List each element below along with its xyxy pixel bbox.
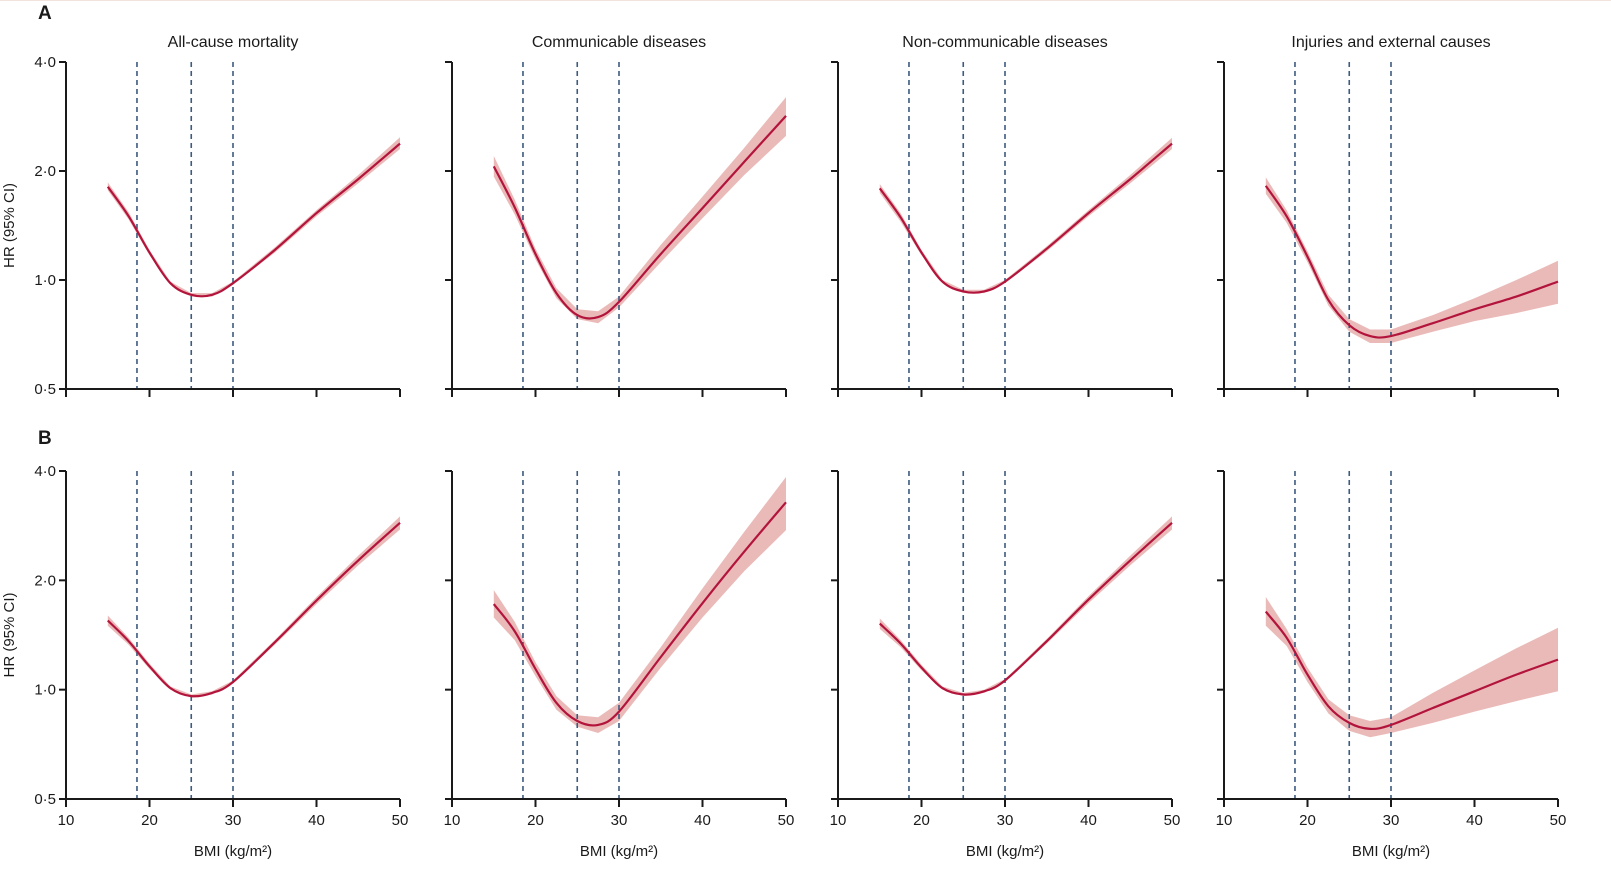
panel-title: Communicable diseases [532,34,706,51]
y-tick-label: 2·0 [34,572,56,589]
y-tick-label: 1·0 [34,272,56,289]
hr-curve [492,115,787,320]
x-tick-label: 30 [997,812,1014,829]
confidence-band [107,137,401,297]
confidence-band [493,477,786,733]
confidence-band [493,97,786,324]
hr-curve [106,142,401,298]
panel-a-2: Communicable diseases [445,34,787,397]
x-tick-label: 20 [527,812,544,829]
row-label-b: B [38,428,52,449]
x-tick-label: 50 [392,812,409,829]
y-tick-label: 4·0 [34,463,56,480]
panel-title: Non-communicable diseases [902,34,1107,51]
y-tick-label: 4·0 [34,54,56,71]
x-tick-label: 20 [1299,812,1316,829]
hr-curve [107,521,401,698]
x-axis-label: BMI (kg/m²) [1352,843,1430,860]
x-tick-label: 10 [830,812,847,829]
y-tick-label: 1·0 [34,682,56,699]
confidence-band [1265,177,1558,343]
top-rule [0,0,1611,1]
panel-title: Injuries and external causes [1291,34,1490,51]
hr-curve [492,501,787,727]
x-tick-label: 40 [308,812,325,829]
panel-a-3: Non-communicable diseases [831,34,1173,397]
x-tick-label: 50 [1550,812,1567,829]
row-label-a: A [38,3,52,24]
confidence-band [1265,597,1558,738]
panel-title: All-cause mortality [168,34,299,51]
x-tick-label: 50 [778,812,795,829]
x-tick-label: 50 [1164,812,1181,829]
hr-curve [879,521,1173,696]
panel-b-4: 10 20 30 40 50 BMI (kg/m²) [1216,470,1567,860]
x-tick-label: 30 [611,812,628,829]
x-tick-label: 20 [913,812,930,829]
confidence-band [107,516,401,698]
hr-curve [878,142,1173,294]
y-tick-label: 0·5 [34,381,56,398]
hr-curve [1264,610,1559,731]
panel-b-3: 10 20 30 40 50 BMI (kg/m²) [830,470,1181,860]
panel-a-1: A All-cause mortality 0·5 1·0 2·0 4·0 HR (95% … [1,3,401,398]
y-tick-label: 2·0 [34,163,56,180]
x-tick-label: 40 [1466,812,1483,829]
x-tick-label: 20 [141,812,158,829]
y-tick-label: 0·5 [34,791,56,808]
x-tick-label: 10 [1216,812,1233,829]
x-tick-label: 40 [1080,812,1097,829]
y-axis-label: HR (95% CI) [1,183,18,268]
x-axis-label: BMI (kg/m²) [966,843,1044,860]
x-tick-label: 10 [58,812,75,829]
y-axis-label: HR (95% CI) [1,592,18,677]
hr-curve [1264,185,1559,339]
x-tick-label: 30 [1383,812,1400,829]
x-tick-label: 30 [225,812,242,829]
x-tick-label: 10 [444,812,461,829]
x-axis-label: BMI (kg/m²) [580,843,658,860]
x-axis-label: BMI (kg/m²) [194,843,272,860]
panel-b-1: B 0·5 1·0 2·0 4·0 10 20 30 40 50 BMI (kg/m²) HR (95… [1,428,408,860]
confidence-band [879,137,1172,294]
panel-b-2: 10 20 30 40 50 BMI (kg/m²) [444,470,795,860]
panel-a-4: Injuries and external causes [1217,34,1559,397]
x-tick-label: 40 [694,812,711,829]
